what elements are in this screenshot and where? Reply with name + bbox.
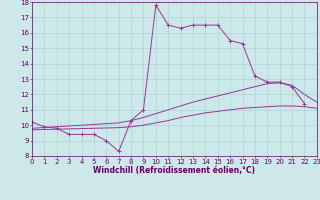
X-axis label: Windchill (Refroidissement éolien,°C): Windchill (Refroidissement éolien,°C) xyxy=(93,166,255,175)
